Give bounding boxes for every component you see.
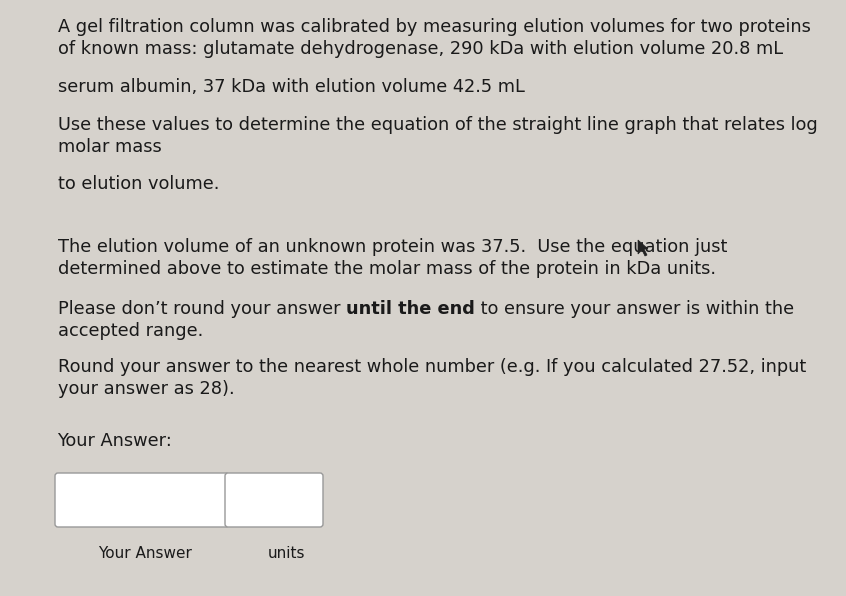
Text: to elution volume.: to elution volume. [58, 175, 219, 193]
Text: Your Answer:: Your Answer: [58, 432, 173, 450]
Text: Use these values to determine the equation of the straight line graph that relat: Use these values to determine the equati… [58, 116, 817, 134]
Text: molar mass: molar mass [58, 138, 162, 156]
Text: of known mass: glutamate dehydrogenase, 290 kDa with elution volume 20.8 mL: of known mass: glutamate dehydrogenase, … [58, 40, 783, 58]
Polygon shape [638, 240, 648, 256]
Text: serum albumin, 37 kDa with elution volume 42.5 mL: serum albumin, 37 kDa with elution volum… [58, 78, 525, 96]
Text: units: units [268, 546, 305, 561]
Text: Your Answer: Your Answer [98, 546, 192, 561]
Text: until the end: until the end [346, 300, 475, 318]
Text: your answer as 28).: your answer as 28). [58, 380, 234, 398]
Text: A gel filtration column was calibrated by measuring elution volumes for two prot: A gel filtration column was calibrated b… [58, 18, 810, 36]
Text: Round your answer to the nearest whole number (e.g. If you calculated 27.52, inp: Round your answer to the nearest whole n… [58, 358, 805, 376]
Text: to ensure your answer is within the: to ensure your answer is within the [475, 300, 794, 318]
Text: The elution volume of an unknown protein was 37.5.  Use the equation just: The elution volume of an unknown protein… [58, 238, 727, 256]
FancyBboxPatch shape [55, 473, 229, 527]
Text: accepted range.: accepted range. [58, 322, 203, 340]
Text: determined above to estimate the molar mass of the protein in kDa units.: determined above to estimate the molar m… [58, 260, 716, 278]
Text: Please don’t round your answer: Please don’t round your answer [58, 300, 346, 318]
FancyBboxPatch shape [225, 473, 323, 527]
